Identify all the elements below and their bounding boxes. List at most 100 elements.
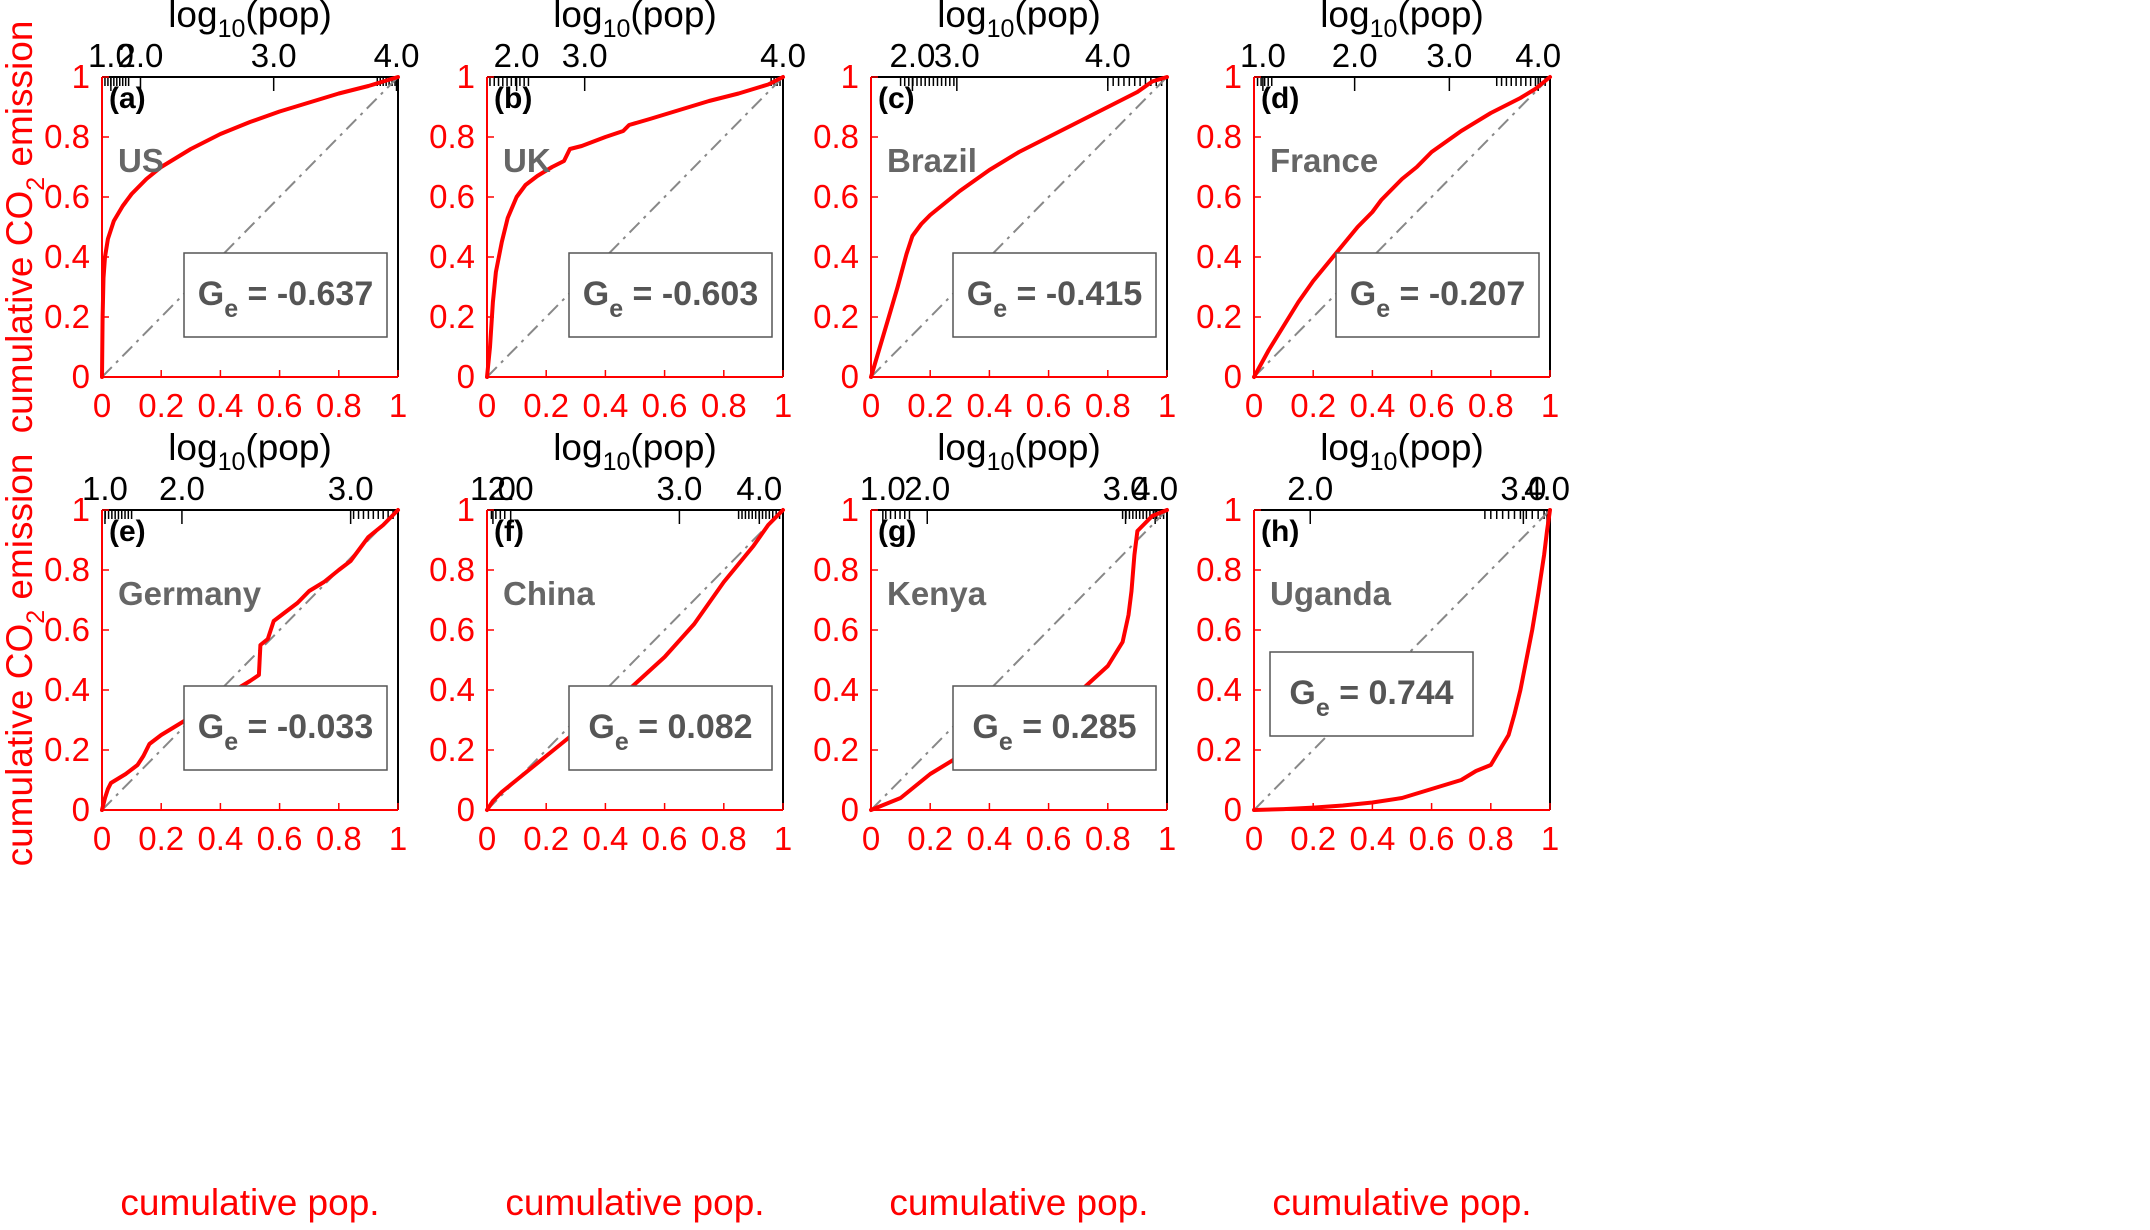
country-label: UK — [503, 142, 551, 179]
y-tick-label: 0.2 — [1196, 298, 1242, 335]
top-axis-title: log10(pop) — [168, 427, 332, 476]
x-tick-label: 0 — [478, 387, 496, 424]
y-tick-label: 0.4 — [813, 238, 859, 275]
x-axis-title: cumulative pop. — [120, 1182, 379, 1223]
top-axis-title: log10(pop) — [937, 0, 1101, 43]
top-axis-title: log10(pop) — [1320, 427, 1484, 476]
y-tick-label: 0 — [72, 791, 90, 828]
x-tick-label: 0.6 — [1026, 820, 1072, 857]
y-axis-title-part: cumulative CO — [0, 191, 40, 434]
top-tick-label: 2.0 — [890, 37, 936, 74]
x-tick-label: 0.4 — [197, 387, 243, 424]
lorenz-curve — [485, 75, 785, 379]
y-tick-label: 0.8 — [813, 551, 859, 588]
top-tick-label: 1.0 — [1240, 37, 1286, 74]
y-tick-label: 1 — [841, 58, 859, 95]
ge-value-part: G — [588, 708, 614, 746]
top-tick-label: 3.0 — [251, 37, 297, 74]
ge-value-part: G — [1350, 275, 1376, 313]
panel-label: (f) — [494, 515, 524, 548]
lorenz-curve — [1252, 508, 1552, 812]
y-tick-label: 0 — [1224, 358, 1242, 395]
x-tick-label: 0.6 — [257, 387, 303, 424]
panel-label: (e) — [109, 515, 146, 548]
x-tick-label: 0 — [862, 820, 880, 857]
x-tick-label: 0.6 — [642, 820, 688, 857]
ge-value-part: e — [993, 295, 1007, 323]
top-tick-label: 2.0 — [488, 470, 534, 507]
y-tick-label: 0.6 — [429, 178, 475, 215]
x-tick-label: 0.4 — [966, 820, 1012, 857]
top-axis-title-part: (pop) — [1014, 427, 1100, 468]
y-tick-label: 1 — [457, 491, 475, 528]
panel-china: log10(pop)1.02.0 3.0 4.00 0.2 0.4 0.6 0.8 100.2… — [429, 427, 792, 857]
x-tick-label: 0.2 — [1290, 820, 1336, 857]
y-tick-label: 0.8 — [429, 118, 475, 155]
x-tick-label: 0.8 — [1085, 820, 1131, 857]
top-axis-title-part: log — [168, 0, 217, 35]
ge-box — [183, 685, 388, 771]
x-tick-label: 1 — [389, 820, 407, 857]
x-axis-title: cumulative pop. — [1272, 1182, 1531, 1223]
top-axis-title: log10(pop) — [168, 0, 332, 43]
y-tick-label: 0.2 — [429, 731, 475, 768]
top-axis-title-part: (pop) — [1397, 0, 1483, 35]
ge-value-part: = 0.744 — [1330, 674, 1454, 712]
y-tick-label: 0 — [841, 791, 859, 828]
panel-brazil: log10(pop)2.03.0 4.00 0.2 0.4 0.6 0.8 100.20.4… — [813, 0, 1176, 424]
top-tick-label: 4.0 — [1085, 37, 1131, 74]
y-tick-label: 0.8 — [429, 551, 475, 588]
country-label: Brazil — [887, 142, 977, 179]
top-axis-title: log10(pop) — [937, 427, 1101, 476]
country-label: France — [1270, 142, 1378, 179]
y-tick-label: 0.8 — [1196, 118, 1242, 155]
top-tick-label: 2.0 — [159, 470, 205, 507]
ge-box — [568, 252, 773, 338]
top-axis-title-part: (pop) — [630, 0, 716, 35]
top-tick-label: 2.0 — [1332, 37, 1378, 74]
y-axis-title-part: emission — [0, 21, 40, 177]
y-tick-label: 0.4 — [1196, 671, 1242, 708]
ge-value-part: e — [609, 295, 623, 323]
top-axis-title: log10(pop) — [1320, 0, 1484, 43]
top-axis-title-part: (pop) — [245, 0, 331, 35]
y-tick-label: 0 — [457, 358, 475, 395]
panel-label: (d) — [1261, 82, 1299, 115]
panel-label: (h) — [1261, 515, 1299, 548]
ge-value: Ge = 0.082 — [588, 708, 752, 756]
top-tick-label: 3.0 — [934, 37, 980, 74]
top-axis-title-part: log — [168, 427, 217, 468]
y-tick-label: 0.6 — [44, 178, 90, 215]
y-tick-label: 1 — [72, 491, 90, 528]
top-tick-label: 1.0 — [88, 37, 134, 74]
panel-uk: log10(pop)2.0 3.0 4.00 0.2 0.4 0.6 0.8 100.20.4… — [429, 0, 806, 424]
y-tick-label: 0.6 — [1196, 178, 1242, 215]
x-tick-label: 0.6 — [642, 387, 688, 424]
ge-value: Ge = 0.285 — [972, 708, 1136, 756]
ge-value-part: G — [1289, 674, 1315, 712]
ge-value-part: e — [224, 728, 238, 756]
y-tick-label: 0.8 — [44, 551, 90, 588]
panel-label: (b) — [494, 82, 532, 115]
y-tick-label: 0.4 — [1196, 238, 1242, 275]
x-tick-label: 0.8 — [316, 387, 362, 424]
top-axis-title-part: log — [937, 0, 986, 35]
y-tick-label: 0.2 — [44, 298, 90, 335]
x-tick-label: 0 — [93, 820, 111, 857]
top-tick-label: 4.0 — [1524, 470, 1570, 507]
ge-value-part: = -0.415 — [1007, 275, 1142, 313]
top-axis-title-part: (pop) — [1014, 0, 1100, 35]
country-label: Kenya — [887, 575, 987, 612]
ge-value-part: G — [198, 275, 224, 313]
top-tick-label: 1.0 — [470, 470, 516, 507]
lorenz-curve — [869, 75, 1169, 379]
x-tick-label: 0.6 — [257, 820, 303, 857]
y-tick-label: 0.6 — [429, 611, 475, 648]
ge-value-part: = -0.603 — [623, 275, 758, 313]
x-tick-label: 0.4 — [582, 387, 628, 424]
top-axis-title-part: log — [937, 427, 986, 468]
x-tick-label: 0.4 — [966, 387, 1012, 424]
y-tick-label: 0 — [72, 358, 90, 395]
y-axis-title-part: emission — [0, 454, 40, 610]
top-tick-label: 4.0 — [374, 37, 420, 74]
